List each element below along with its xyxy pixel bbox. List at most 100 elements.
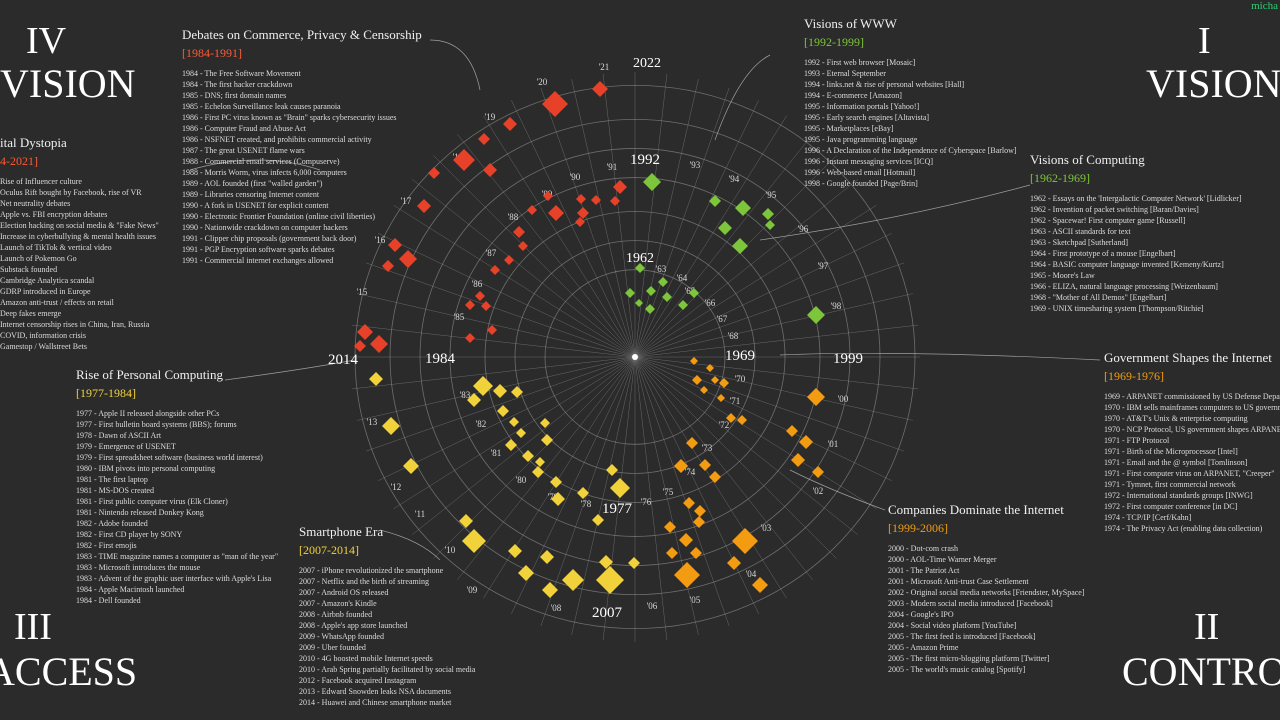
spiral-spoke [634, 134, 813, 358]
timeline-event: Cambridge Analytica scandal [0, 276, 95, 285]
ring-year-label: '95 [766, 190, 777, 200]
timeline-event: Substack founded [0, 265, 58, 274]
event-marker [453, 149, 475, 171]
timeline-event: Gamestop / Wallstreet Bets [0, 342, 87, 351]
panel-commerce-list: 1984 - The Free Software Movement 1984 - … [182, 68, 422, 266]
timeline-event: Oculus Rift bought by Facebook, rise of … [0, 188, 142, 197]
leader-line [779, 352, 1101, 361]
spiral-spoke [634, 356, 877, 509]
ring-year-label: '82 [476, 419, 487, 429]
event-marker [370, 335, 388, 353]
ring-year-label: '81 [491, 448, 502, 458]
ring-year-label: '11 [415, 509, 425, 519]
event-marker [679, 533, 693, 547]
timeline-event: 1995 - Java programming language [804, 135, 918, 144]
timeline-event: 1972 - International standards groups [I… [1104, 491, 1253, 500]
event-marker [459, 514, 473, 528]
event-marker [503, 117, 517, 131]
quadrant-ii-numeral: II [1194, 606, 1220, 648]
leader-line [189, 159, 321, 171]
spiral-spoke [378, 233, 636, 358]
panel-smartphone-range: [2007-2014] [299, 543, 359, 557]
timeline-event: 1990 - A fork in USENET for explicit con… [182, 201, 329, 210]
event-marker [493, 384, 507, 398]
timeline-event: 1971 - Tymnet, first commercial network [1104, 480, 1236, 489]
timeline-event: 1980 - IBM pivots into personal computin… [76, 464, 216, 473]
spiral-spoke [634, 179, 858, 358]
event-marker [357, 324, 373, 340]
ring-year-label: '73 [702, 443, 713, 453]
leader-line [429, 39, 481, 91]
leader-line [379, 529, 441, 561]
timeline-event: 1985 - Echelon Surveillance leak causes … [182, 102, 341, 111]
spiral-spoke [634, 356, 837, 559]
timeline-event: 2001 - The Patriot Act [888, 566, 960, 575]
spiral-spoke [393, 356, 636, 509]
ring-year-label: '15 [357, 287, 368, 297]
event-marker [467, 393, 481, 407]
event-marker [478, 133, 490, 145]
ring-year-label: '16 [375, 235, 386, 245]
timeline-event: 1970 - AT&T's Unix & enterprise computin… [1104, 414, 1248, 423]
spiral-spoke [634, 356, 759, 614]
year-marker: 1962 [626, 251, 654, 266]
timeline-event: 2007 - iPhone revolutionized the smartph… [299, 566, 444, 575]
timeline-event: Internet censorship rises in China, Iran… [0, 320, 150, 329]
timeline-event: 1985 - DNS; first domain names [182, 91, 287, 100]
timeline-event: 2012 - Facebook acquired Instagram [299, 676, 417, 685]
timeline-event: 2014 - Huawei and Chinese smartphone mar… [299, 698, 452, 707]
spiral-center [632, 354, 638, 360]
spiral-spoke [511, 100, 636, 358]
timeline-event: 1971 - Birth of the Microprocessor [Inte… [1104, 447, 1238, 456]
event-marker [610, 478, 630, 498]
panel-government: Government Shapes the Internet [1969-197… [1104, 350, 1280, 534]
spiral-spoke [634, 356, 668, 641]
panel-personal-range: [1977-1984] [76, 386, 136, 400]
event-marker [791, 453, 805, 467]
spiral-spoke [412, 179, 636, 358]
timeline-event: Election hacking on social media & "Fake… [0, 221, 159, 230]
event-marker [699, 459, 711, 471]
timeline-event: GDRP introduced in Europe [0, 287, 91, 296]
timeline-event: 2005 - Amazon Prime [888, 643, 959, 652]
event-marker [473, 376, 493, 396]
event-marker [635, 299, 643, 307]
event-marker [717, 394, 725, 402]
panel-dystopia-range: 4-2021] [0, 154, 38, 168]
ring-year-label: '02 [813, 486, 824, 496]
event-marker [551, 492, 565, 506]
event-marker [737, 415, 747, 425]
event-marker [540, 418, 550, 428]
event-marker [643, 173, 661, 191]
timeline-event: 1987 - The great USENET flame wars [182, 146, 305, 155]
event-marker [369, 372, 383, 386]
event-marker [726, 413, 736, 423]
timeline-event: 1994 - E-commerce [Amazon] [804, 91, 902, 100]
timeline-event: Amazon anti-trust / effects on retail [0, 298, 114, 307]
timeline-event: 2013 - Edward Snowden leaks NSA document… [299, 687, 451, 696]
spiral-spoke [602, 73, 636, 358]
spiral-spoke [634, 356, 913, 421]
timeline-event: 1983 - TIME magazine names a computer as… [76, 552, 279, 561]
panel-companies: Companies Dominate the Internet [1999-20… [888, 502, 1085, 675]
event-marker [483, 163, 497, 177]
ring-year-label: '78 [581, 499, 592, 509]
timeline-event: 1971 - Email and the @ symbol [Tomlinson… [1104, 458, 1248, 467]
panel-smartphone-title: Smartphone Era [299, 524, 384, 539]
quadrant-iii-label: III ACCESS [0, 608, 137, 692]
timeline-event: 1964 - BASIC computer language invented … [1030, 260, 1224, 269]
ring-year-label: '65 [685, 286, 696, 296]
panel-commerce: Debates on Commerce, Privacy & Censorshi… [182, 27, 422, 266]
timeline-event: 2003 - Modern social media introduced [F… [888, 599, 1053, 608]
spiral-spoke [634, 356, 699, 635]
year-marker: 1969 [725, 348, 755, 364]
ring-year-label: '93 [690, 160, 701, 170]
ring-year-label: '90 [570, 172, 581, 182]
event-marker [592, 514, 604, 526]
ring-year-label: '03 [761, 523, 772, 533]
ring-year-label: '13 [367, 417, 378, 427]
event-marker [628, 557, 640, 569]
event-marker [732, 528, 758, 554]
quadrant-iii-word: ACCESS [0, 649, 138, 694]
